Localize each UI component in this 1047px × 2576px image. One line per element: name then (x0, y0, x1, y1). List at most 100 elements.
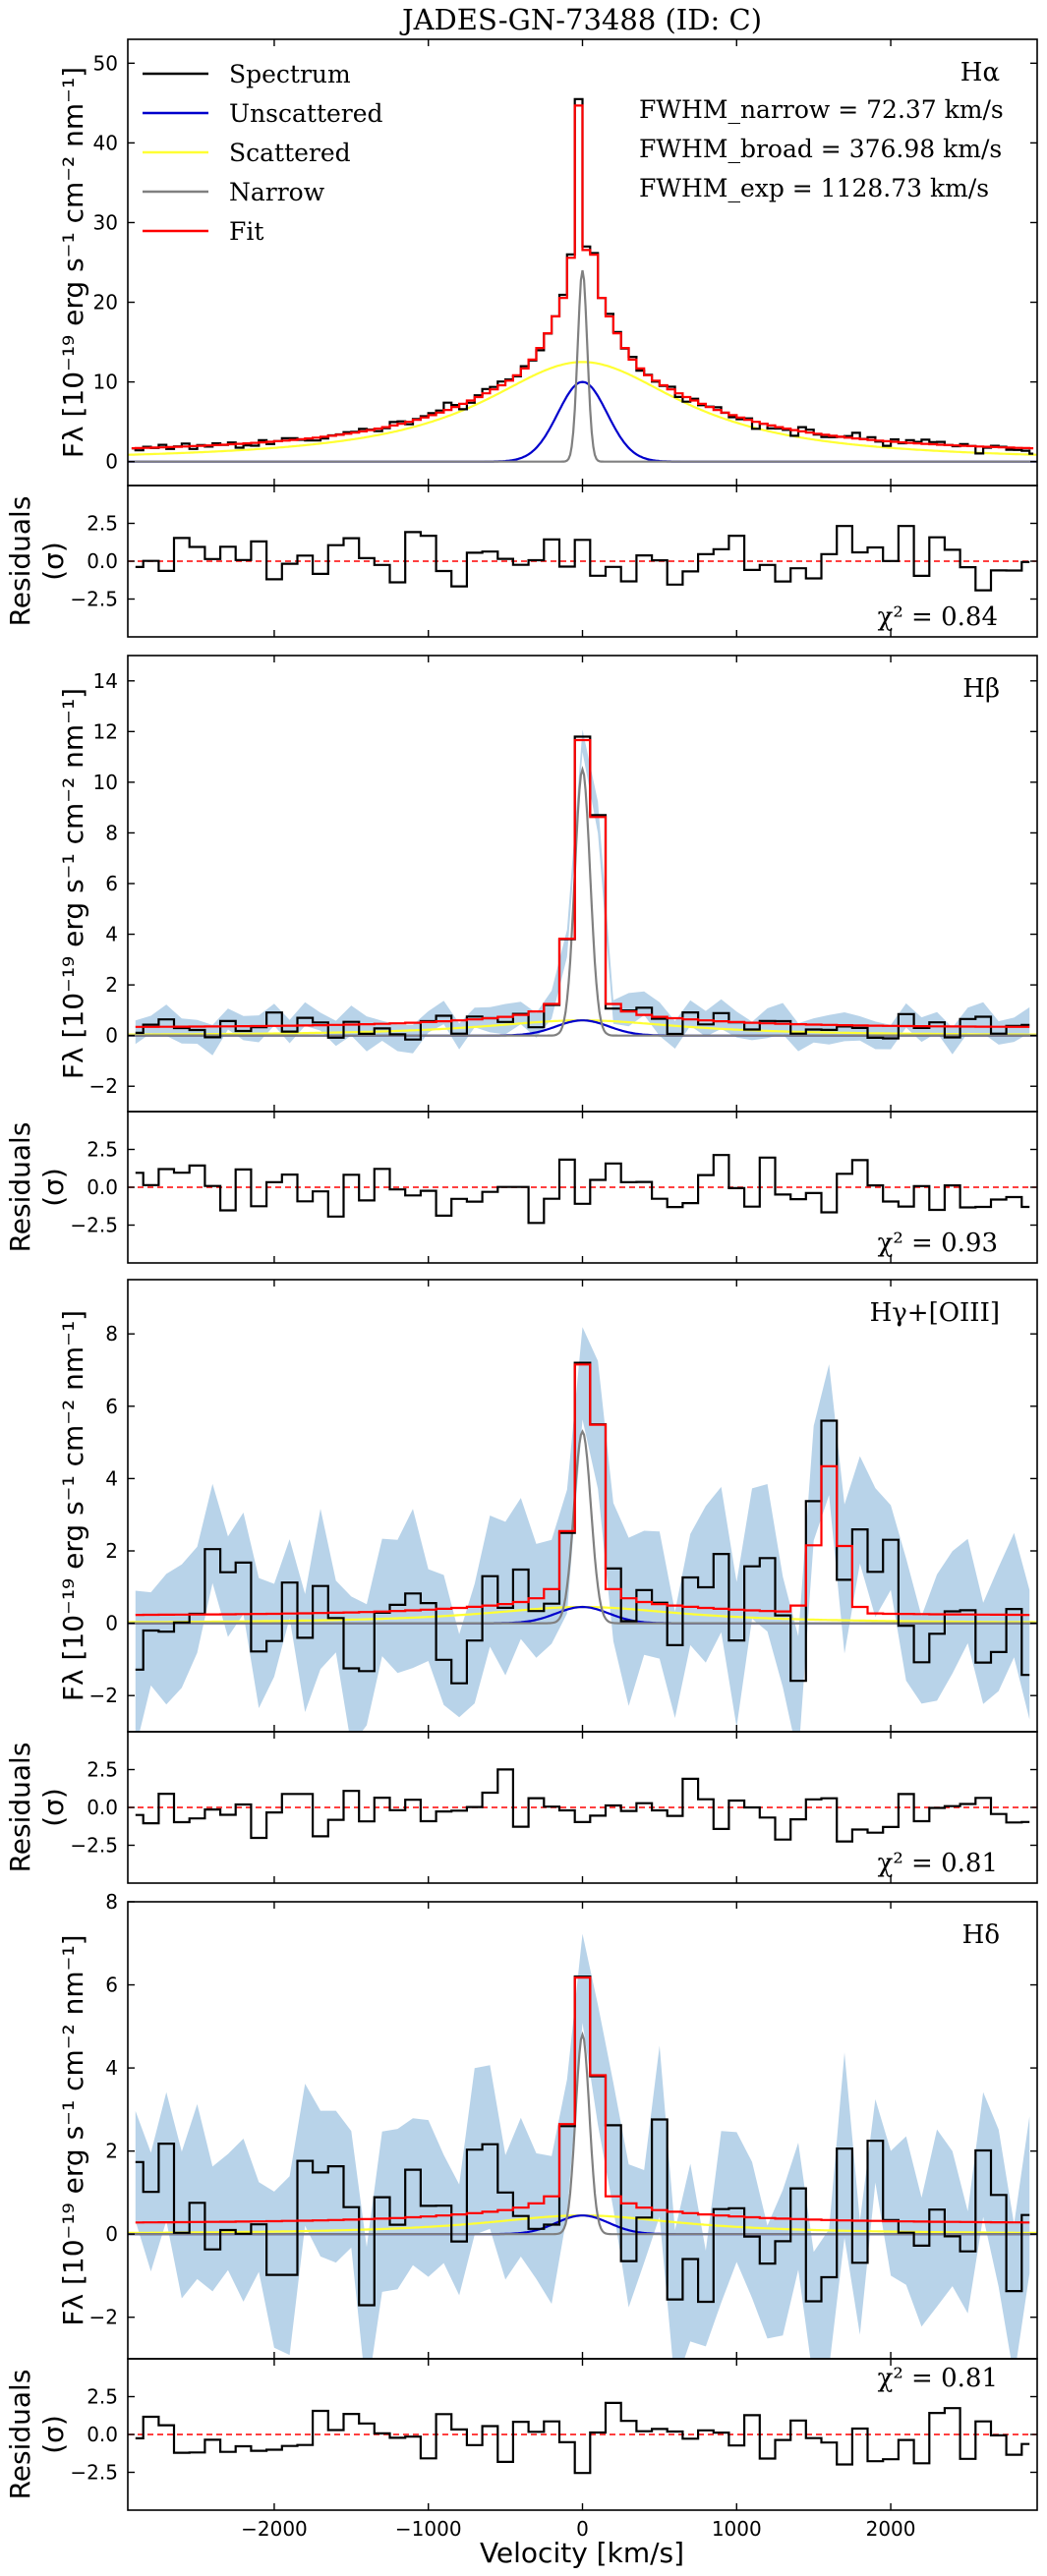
narrow-line (128, 269, 1037, 463)
spectrum-step (135, 735, 1030, 1041)
x-tick-label: 1000 (712, 2517, 762, 2541)
narrow-line (128, 1429, 1037, 1625)
error-band (135, 729, 1030, 1056)
spectrum-step (135, 1361, 1030, 1685)
fit-step (135, 1363, 1030, 1617)
panel-4: −2 0 2 4 6 8 Hδ Fλ [10⁻¹⁹ erg s⁻¹ cm⁻² nm⁻¹] −2.… (4, 1890, 1038, 2541)
fwhm-annotations: FWHM_narrow = 72.37 km/s FWHM_broad = 376… (639, 95, 1004, 202)
residual-step (135, 1768, 1030, 1843)
residual-unit-label: (σ) (37, 1168, 70, 1207)
chi2-label: χ² = 0.93 (878, 1229, 998, 1258)
residual-unit-label: (σ) (37, 542, 70, 581)
resid-ytick-label: 0.0 (87, 2423, 118, 2446)
narrow-line (128, 2031, 1037, 2236)
flux-ytick-label: 0 (105, 1024, 118, 1048)
chi2-label: χ² = 0.81 (878, 1849, 998, 1878)
resid-ytick-label: 2.5 (87, 1758, 118, 1782)
flux-ytick-label: 8 (105, 1322, 118, 1345)
flux-ytick-label: 4 (105, 1466, 118, 1490)
fwhm-broad: FWHM_broad = 376.98 km/s (639, 135, 1002, 163)
resid-ytick-label: 0.0 (87, 1175, 118, 1199)
residual-plot (128, 1768, 1037, 1843)
fit-step (135, 738, 1030, 1028)
legend-label: Unscattered (229, 99, 383, 128)
error-band (135, 1327, 1030, 1732)
residual-step (135, 525, 1030, 592)
flux-ytick-label: 20 (93, 291, 118, 315)
residual-label: Residuals (4, 2370, 36, 2500)
x-tick-label: 2000 (866, 2517, 916, 2541)
flux-ytick-label: 8 (105, 1890, 118, 1914)
flux-ytick-label: 4 (105, 2056, 118, 2080)
residual-panel-4: −2.5 0.0 2.5 −2000 −1000 0 1000 2000 χ² = 0.81 Re… (4, 2358, 1038, 2541)
x-tick-label: −2000 (241, 2517, 308, 2541)
panel-2: −2 0 2 4 6 8 10 12 14 Hβ Fλ [10⁻¹⁹ erg s⁻¹ cm⁻² nm… (4, 655, 1038, 1264)
error-band (135, 1933, 1030, 2359)
fit-step (131, 104, 1034, 450)
resid-ytick-label: −2.5 (70, 588, 118, 611)
resid-ytick-label: 2.5 (87, 1138, 118, 1162)
panel-1-plot (128, 97, 1037, 463)
panel-3-plot (128, 1327, 1037, 1732)
panel-1: 0 10 20 30 40 50 Hα Fλ [10⁻¹⁹ erg s⁻¹ cm⁻² nm⁻¹… (4, 38, 1038, 638)
scattered-line (128, 361, 1037, 456)
legend-label: Spectrum (229, 60, 351, 88)
residual-panel-1: −2.5 0.0 2.5 χ² = 0.84 Residuals (σ) (4, 485, 1038, 638)
flux-ytick-label: 8 (105, 821, 118, 844)
flux-ytick-label: 40 (93, 131, 118, 154)
flux-ytick-label: −2 (89, 1074, 118, 1098)
residual-plot (128, 2401, 1037, 2475)
flux-ytick-label: 0 (105, 450, 118, 474)
panel-3: −2 0 2 4 6 8 Hγ+[OIII] Fλ [10⁻¹⁹ erg s⁻¹ cm⁻² n… (4, 1279, 1038, 1884)
resid-ytick-label: −2.5 (70, 1214, 118, 1237)
flux-ytick-label: 10 (93, 771, 118, 794)
residual-step (135, 1154, 1030, 1225)
flux-ytick-label: 10 (93, 371, 118, 394)
residual-label: Residuals (4, 1743, 36, 1873)
line-label: Hα (960, 58, 1000, 87)
legend-label: Scattered (229, 139, 351, 167)
x-tick-label: 0 (576, 2517, 589, 2541)
line-label: Hβ (962, 674, 1000, 704)
resid-ytick-label: 0.0 (87, 1796, 118, 1819)
fwhm-narrow: FWHM_narrow = 72.37 km/s (639, 95, 1004, 124)
residual-plot (128, 525, 1037, 592)
y-axis-label: Fλ [10⁻¹⁹ erg s⁻¹ cm⁻² nm⁻¹] (57, 1310, 89, 1701)
resid-ytick-label: 2.5 (87, 512, 118, 536)
line-label: Hδ (962, 1920, 1000, 1950)
residual-unit-label: (σ) (37, 1788, 70, 1827)
flux-ytick-label: 6 (105, 872, 118, 895)
residual-panel-3: −2.5 0.0 2.5 χ² = 0.81 Residuals (σ) (4, 1731, 1038, 1884)
narrow-line (128, 766, 1037, 1037)
panel-frame (127, 655, 1038, 1113)
fit-step (135, 1976, 1030, 2224)
y-axis-label: Fλ [10⁻¹⁹ erg s⁻¹ cm⁻² nm⁻¹] (57, 67, 89, 458)
flux-ytick-label: 50 (93, 51, 118, 75)
flux-ytick-label: −2 (89, 1684, 118, 1707)
resid-ytick-label: 2.5 (87, 2385, 118, 2409)
resid-ytick-label: 0.0 (87, 549, 118, 573)
legend-label: Narrow (229, 178, 325, 206)
x-tick-label: −1000 (395, 2517, 462, 2541)
panel-4-plot (128, 1933, 1037, 2359)
flux-ytick-label: 6 (105, 1395, 118, 1418)
resid-ytick-label: −2.5 (70, 1834, 118, 1858)
residual-plot (128, 1154, 1037, 1225)
flux-ytick-label: 12 (93, 719, 118, 743)
flux-ytick-label: 6 (105, 1974, 118, 1997)
x-axis-label: Velocity [km/s] (480, 2537, 684, 2569)
residual-step (135, 2401, 1030, 2475)
y-axis-label: Fλ [10⁻¹⁹ erg s⁻¹ cm⁻² nm⁻¹] (57, 1934, 89, 2325)
residual-label: Residuals (4, 1122, 36, 1253)
flux-ytick-label: −2 (89, 2306, 118, 2329)
legend: Spectrum Unscattered Scattered Narrow Fit (143, 60, 383, 246)
flux-ytick-label: 4 (105, 923, 118, 946)
figure-title: JADES-GN-73488 (ID: C) (399, 3, 762, 36)
residual-panel-2: −2.5 0.0 2.5 χ² = 0.93 Residuals (σ) (4, 1111, 1038, 1264)
residual-label: Residuals (4, 496, 36, 627)
y-axis-label: Fλ [10⁻¹⁹ erg s⁻¹ cm⁻² nm⁻¹] (57, 688, 89, 1079)
fwhm-exp: FWHM_exp = 1128.73 km/s (639, 174, 989, 202)
flux-ytick-label: 2 (105, 2140, 118, 2163)
